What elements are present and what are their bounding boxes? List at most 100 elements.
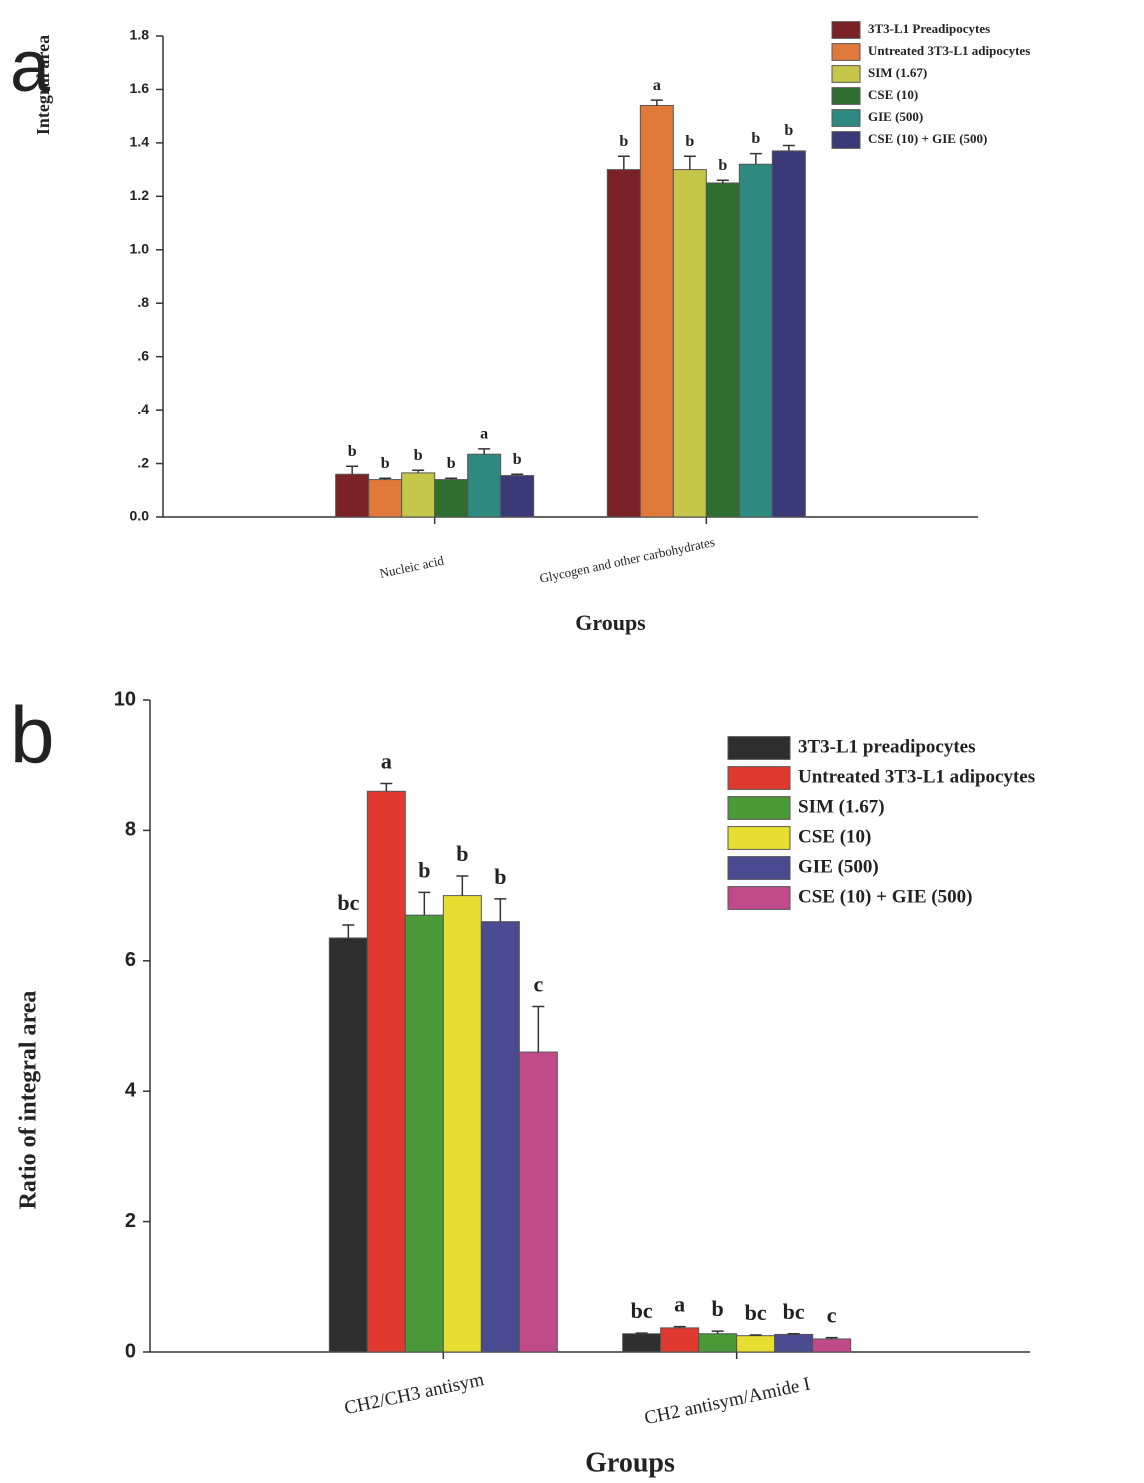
bar	[737, 1336, 775, 1352]
error-bar	[418, 892, 430, 915]
bar	[673, 170, 706, 517]
legend-label: Untreated 3T3-L1 adipocytes	[798, 766, 1035, 787]
significance-letter: bc	[631, 1298, 653, 1323]
bar	[661, 1328, 699, 1352]
legend-label: GIE (500)	[868, 109, 923, 124]
x-tick-label: Nucleic acid	[378, 552, 446, 580]
legend-label: CSE (10)	[798, 826, 871, 847]
y-tick-label: 1.6	[130, 80, 150, 96]
y-tick-label: 1.4	[130, 134, 150, 150]
y-tick-label: 1.2	[130, 187, 150, 203]
legend-label: Untreated 3T3-L1 adipocytes	[868, 43, 1030, 58]
bar	[699, 1334, 737, 1352]
significance-letter: c	[827, 1303, 837, 1328]
y-tick-label: 4	[125, 1079, 137, 1101]
y-tick-label: 10	[114, 688, 136, 710]
bar	[739, 164, 772, 517]
x-axis-title: Groups	[575, 610, 646, 635]
y-tick-label: .6	[137, 347, 149, 363]
significance-letter: a	[674, 1292, 685, 1317]
bar	[443, 896, 481, 1352]
legend-swatch	[832, 132, 860, 149]
legend-swatch	[728, 767, 790, 790]
bar	[329, 938, 367, 1352]
significance-letter: bc	[745, 1300, 767, 1325]
legend-swatch	[728, 797, 790, 820]
error-bar	[532, 1006, 544, 1052]
error-bar	[783, 146, 795, 151]
significance-letter: b	[418, 857, 430, 882]
significance-letter: b	[456, 841, 468, 866]
significance-letter: b	[348, 443, 357, 460]
significance-letter: b	[494, 864, 506, 889]
panel-label: b	[10, 691, 55, 780]
error-bar	[651, 100, 663, 105]
error-bar	[750, 154, 762, 165]
legend-label: GIE (500)	[798, 856, 879, 877]
legend-swatch	[728, 827, 790, 850]
y-tick-label: 6	[125, 949, 136, 971]
bar	[336, 474, 369, 517]
legend-label: 3T3-L1 preadipocytes	[798, 736, 976, 757]
x-tick-label: Glycogen and other carbohydrates	[538, 534, 716, 586]
significance-letter: b	[414, 447, 423, 464]
significance-letter: b	[619, 133, 628, 150]
error-bar	[342, 925, 354, 938]
significance-letter: bc	[783, 1299, 805, 1324]
significance-letter: b	[447, 455, 456, 472]
bar	[402, 473, 435, 517]
legend-swatch	[728, 737, 790, 760]
legend-swatch	[832, 44, 860, 61]
bar	[435, 480, 468, 517]
bar	[775, 1334, 813, 1352]
legend-label: SIM (1.67)	[868, 65, 927, 80]
bar	[607, 170, 640, 517]
significance-letter: c	[533, 971, 543, 996]
significance-letter: b	[718, 157, 727, 174]
legend-swatch	[728, 887, 790, 910]
bar	[706, 183, 739, 517]
figure: a0.0.2.4.6.81.01.21.41.61.8Integral area…	[0, 0, 1144, 1483]
y-tick-label: 0	[125, 1340, 136, 1362]
y-tick-label: .4	[137, 401, 149, 417]
bar	[772, 151, 805, 517]
legend-swatch	[832, 110, 860, 127]
bar	[519, 1052, 557, 1352]
legend-label: 3T3-L1 Preadipocytes	[868, 21, 990, 36]
significance-letter: b	[381, 455, 390, 472]
legend-swatch	[832, 22, 860, 39]
significance-letter: bc	[337, 890, 359, 915]
significance-letter: a	[381, 749, 392, 774]
x-axis-title: Groups	[585, 1447, 675, 1478]
error-bar	[494, 899, 506, 922]
significance-letter: b	[712, 1296, 724, 1321]
bar	[813, 1339, 851, 1352]
significance-letter: b	[685, 133, 694, 150]
bar	[369, 480, 402, 517]
error-bar	[636, 1333, 648, 1334]
legend-swatch	[832, 66, 860, 83]
x-tick-label: CH2 antisym/Amide I	[643, 1373, 813, 1429]
legend-label: CSE (10) + GIE (500)	[868, 131, 987, 146]
bar	[405, 915, 443, 1352]
legend-label: CSE (10)	[868, 87, 918, 102]
bar	[468, 454, 501, 517]
y-tick-label: .8	[137, 294, 149, 310]
bar	[367, 791, 405, 1352]
error-bar	[380, 783, 392, 791]
x-tick-label: CH2/CH3 antisym	[343, 1369, 486, 1419]
significance-letter: b	[751, 130, 760, 147]
error-bar	[684, 156, 696, 169]
y-axis-title: Integral area	[33, 35, 53, 135]
significance-letter: a	[653, 77, 661, 94]
legend-swatch	[832, 88, 860, 105]
bar	[481, 922, 519, 1352]
error-bar	[456, 876, 468, 896]
significance-letter: a	[480, 426, 488, 443]
y-tick-label: 8	[125, 819, 136, 841]
legend-swatch	[728, 857, 790, 880]
bar	[623, 1334, 661, 1352]
bar	[501, 476, 534, 517]
legend-label: SIM (1.67)	[798, 796, 885, 817]
y-axis-title: Ratio of integral area	[16, 991, 42, 1210]
